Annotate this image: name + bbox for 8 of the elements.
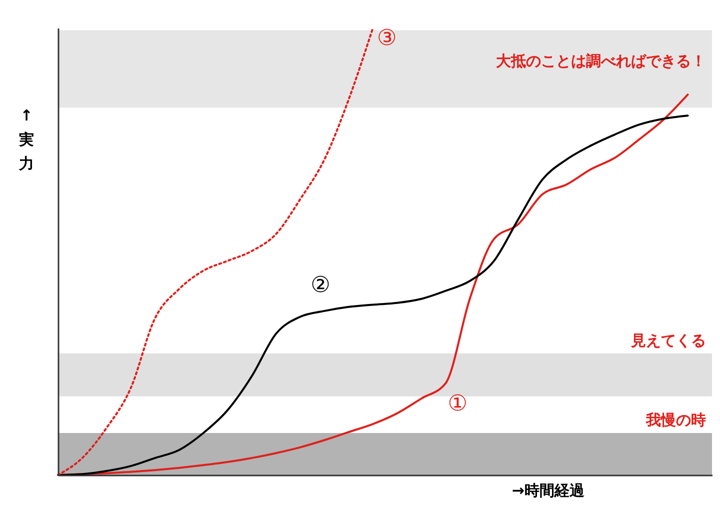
series-label: ② xyxy=(310,272,330,298)
band-label: 見えてくる xyxy=(630,331,706,350)
series-label: ① xyxy=(448,391,468,416)
series-label: ③ xyxy=(377,26,397,51)
x-axis-title: →時間経過 xyxy=(512,482,586,500)
band-label: 我慢の時 xyxy=(645,410,706,429)
y-axis-title: ↑実力 xyxy=(18,106,34,172)
band-label: 大抵のことは調べればできる！ xyxy=(496,52,706,70)
